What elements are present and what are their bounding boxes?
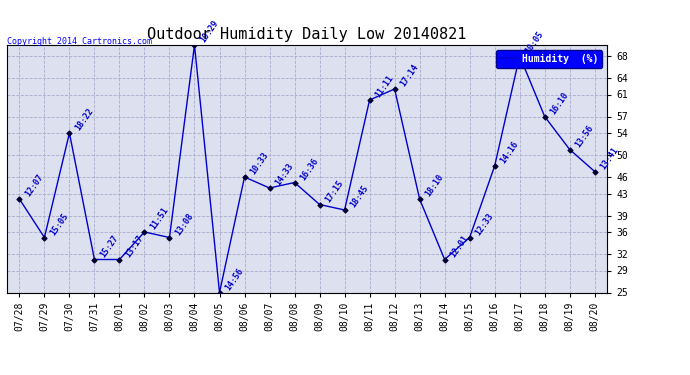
Point — [414, 196, 425, 202]
Point — [339, 207, 350, 213]
Text: 13:41: 13:41 — [599, 145, 620, 171]
Point — [214, 290, 225, 296]
Text: 10:33: 10:33 — [248, 151, 270, 176]
Point — [289, 180, 300, 186]
Text: 13:17: 13:17 — [124, 233, 146, 259]
Text: 15:05: 15:05 — [48, 211, 70, 237]
Text: 12:07: 12:07 — [23, 172, 46, 198]
Point — [389, 86, 400, 92]
Point — [39, 234, 50, 240]
Point — [539, 114, 550, 120]
Point — [89, 256, 100, 262]
Point — [564, 147, 575, 153]
Text: 18:45: 18:45 — [348, 184, 371, 209]
Text: 14:56: 14:56 — [224, 266, 246, 292]
Text: 16:36: 16:36 — [299, 156, 320, 182]
Point — [464, 234, 475, 240]
Text: 16:10: 16:10 — [549, 90, 571, 116]
Point — [64, 130, 75, 136]
Text: 13:56: 13:56 — [574, 123, 595, 149]
Text: 12:33: 12:33 — [474, 211, 495, 237]
Text: 10:29: 10:29 — [199, 19, 220, 44]
Point — [514, 53, 525, 59]
Text: 14:33: 14:33 — [274, 162, 295, 187]
Title: Outdoor Humidity Daily Low 20140821: Outdoor Humidity Daily Low 20140821 — [148, 27, 466, 42]
Text: 18:22: 18:22 — [74, 106, 95, 132]
Point — [489, 163, 500, 169]
Text: 11:51: 11:51 — [148, 206, 170, 231]
Point — [139, 229, 150, 235]
Text: 10:05: 10:05 — [524, 30, 546, 55]
Point — [439, 256, 450, 262]
Text: 12:01: 12:01 — [448, 233, 471, 259]
Text: 14:16: 14:16 — [499, 140, 520, 165]
Legend: Humidity  (%): Humidity (%) — [496, 50, 602, 68]
Text: 15:27: 15:27 — [99, 233, 120, 259]
Text: Copyright 2014 Cartronics.com: Copyright 2014 Cartronics.com — [7, 38, 152, 46]
Text: 17:14: 17:14 — [399, 63, 420, 88]
Point — [264, 185, 275, 191]
Point — [189, 42, 200, 48]
Point — [14, 196, 25, 202]
Point — [364, 97, 375, 103]
Text: 13:08: 13:08 — [174, 211, 195, 237]
Point — [314, 201, 325, 207]
Text: 11:11: 11:11 — [374, 74, 395, 99]
Point — [164, 234, 175, 240]
Point — [114, 256, 125, 262]
Text: 18:10: 18:10 — [424, 172, 446, 198]
Point — [239, 174, 250, 180]
Text: 17:15: 17:15 — [324, 178, 346, 204]
Point — [589, 168, 600, 174]
